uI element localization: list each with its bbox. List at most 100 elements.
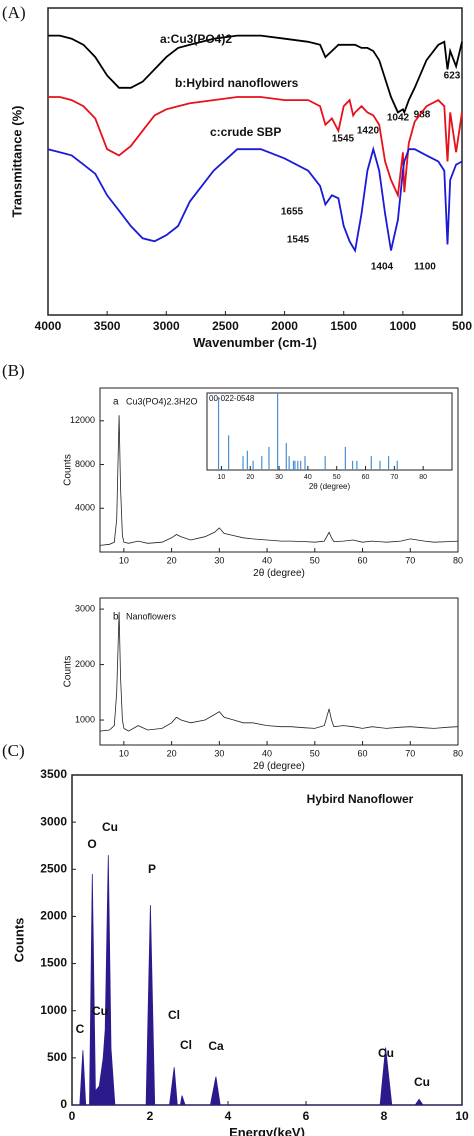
- peak-label: 1545: [332, 134, 355, 145]
- spectrum-line: [99, 415, 459, 546]
- x-tick-label: 10: [119, 748, 129, 758]
- x-tick-label: 3000: [153, 319, 180, 333]
- x-tick-label: 2: [147, 1109, 154, 1123]
- spectrum-area: [72, 855, 462, 1106]
- element-label: Cu: [102, 820, 118, 834]
- y-tick-label: 2000: [75, 659, 95, 669]
- series-label: c:crude SBP: [210, 125, 281, 139]
- x-tick-label: 500: [452, 319, 472, 333]
- y-axis-label: Transmittance (%): [9, 106, 24, 218]
- x-tick-label: 60: [362, 474, 370, 481]
- x-tick-label: 30: [214, 555, 224, 565]
- element-label: P: [148, 862, 156, 876]
- x-tick-label: 40: [262, 555, 272, 565]
- x-tick-label: 6: [303, 1109, 310, 1123]
- y-axis-label: Counts: [11, 918, 26, 963]
- y-tick-label: 3000: [75, 603, 95, 613]
- plot-frame: [99, 387, 459, 553]
- element-label: C: [76, 1022, 85, 1036]
- sample-tag: a: [113, 397, 119, 408]
- x-tick-label: 80: [453, 748, 463, 758]
- series-label: a:Cu3(PO4)2: [160, 32, 232, 46]
- x-tick-label: 10: [455, 1109, 469, 1123]
- x-tick-label: 10: [119, 555, 129, 565]
- sample-title: Nanoflowers: [126, 611, 177, 621]
- y-tick-label: 0: [60, 1097, 67, 1111]
- peak-label: 623: [444, 71, 461, 82]
- y-tick-label: 3500: [40, 767, 67, 781]
- x-tick-label: 70: [405, 555, 415, 565]
- x-tick-label: 80: [453, 555, 463, 565]
- chart-title: Hybird Nanoflower: [307, 792, 414, 806]
- y-tick-label: 4000: [75, 503, 95, 513]
- y-tick-label: 3000: [40, 814, 67, 828]
- spectrum-line: [48, 96, 463, 199]
- spectrum-line: [99, 611, 459, 732]
- x-tick-label: 70: [390, 474, 398, 481]
- series-label: b:Hybird nanoflowers: [175, 76, 299, 90]
- y-tick-label: 8000: [75, 459, 95, 469]
- x-tick-label: 40: [304, 474, 312, 481]
- x-tick-label: 20: [167, 555, 177, 565]
- x-axis-label: 2θ (degree): [253, 568, 305, 579]
- peak-label: 988: [414, 110, 431, 121]
- plot-frame: [47, 7, 463, 316]
- peak-label: 1545: [287, 235, 310, 246]
- element-label: Cl: [180, 1038, 192, 1052]
- x-tick-label: 3500: [94, 319, 121, 333]
- y-tick-label: 1000: [75, 714, 95, 724]
- x-tick-label: 30: [275, 474, 283, 481]
- element-label: O: [87, 837, 96, 851]
- x-tick-label: 4: [225, 1109, 232, 1123]
- panel-label: (C): [2, 741, 25, 760]
- y-tick-label: 2000: [40, 909, 67, 923]
- x-tick-label: 1500: [330, 319, 357, 333]
- element-label: Cl: [168, 1008, 180, 1022]
- x-tick-label: 50: [310, 748, 320, 758]
- peak-label: 1655: [281, 207, 304, 218]
- x-tick-label: 80: [419, 474, 427, 481]
- x-tick-label: 20: [167, 748, 177, 758]
- y-axis-label: Counts: [63, 454, 74, 486]
- x-tick-label: 70: [405, 748, 415, 758]
- x-tick-label: 8: [381, 1109, 388, 1123]
- sample-tag: b: [113, 612, 119, 623]
- panel-label: (B): [2, 361, 25, 380]
- x-tick-label: 0: [69, 1109, 76, 1123]
- x-axis-label: Wavenumber (cm-1): [193, 335, 317, 350]
- x-tick-label: 20: [246, 474, 254, 481]
- x-tick-label: 2500: [212, 319, 239, 333]
- plot-frame: [99, 597, 459, 746]
- element-label: Cu: [92, 1004, 108, 1018]
- peak-label: 1420: [357, 126, 380, 137]
- peak-label: 1042: [387, 113, 410, 124]
- y-tick-label: 2500: [40, 861, 67, 875]
- spectrum-line: [48, 34, 463, 115]
- x-tick-label: 60: [358, 748, 368, 758]
- y-tick-label: 1500: [40, 956, 67, 970]
- peak-label: 1404: [371, 262, 394, 273]
- panel-label: (A): [2, 3, 26, 22]
- peak-label: 1100: [414, 262, 436, 273]
- y-axis-label: Counts: [63, 656, 74, 688]
- y-tick-label: 500: [47, 1050, 67, 1064]
- x-tick-label: 60: [358, 555, 368, 565]
- x-tick-label: 1000: [390, 319, 417, 333]
- element-label: Cu: [414, 1075, 430, 1089]
- element-label: Ca: [208, 1039, 224, 1053]
- x-axis-label: 2θ (degree): [253, 761, 305, 772]
- y-tick-label: 12000: [70, 415, 95, 425]
- element-label: Cu: [378, 1046, 394, 1060]
- x-tick-label: 10: [218, 474, 226, 481]
- plot-frame: [71, 774, 463, 1106]
- x-tick-label: 4000: [35, 319, 62, 333]
- y-tick-label: 1000: [40, 1003, 67, 1017]
- x-tick-label: 50: [310, 555, 320, 565]
- x-axis-label: 2θ (degree): [309, 482, 351, 491]
- x-axis-label: Energy(keV): [229, 1125, 305, 1136]
- sample-title: Cu3(PO4)2.3H2O: [126, 396, 198, 406]
- x-tick-label: 40: [262, 748, 272, 758]
- x-tick-label: 2000: [271, 319, 298, 333]
